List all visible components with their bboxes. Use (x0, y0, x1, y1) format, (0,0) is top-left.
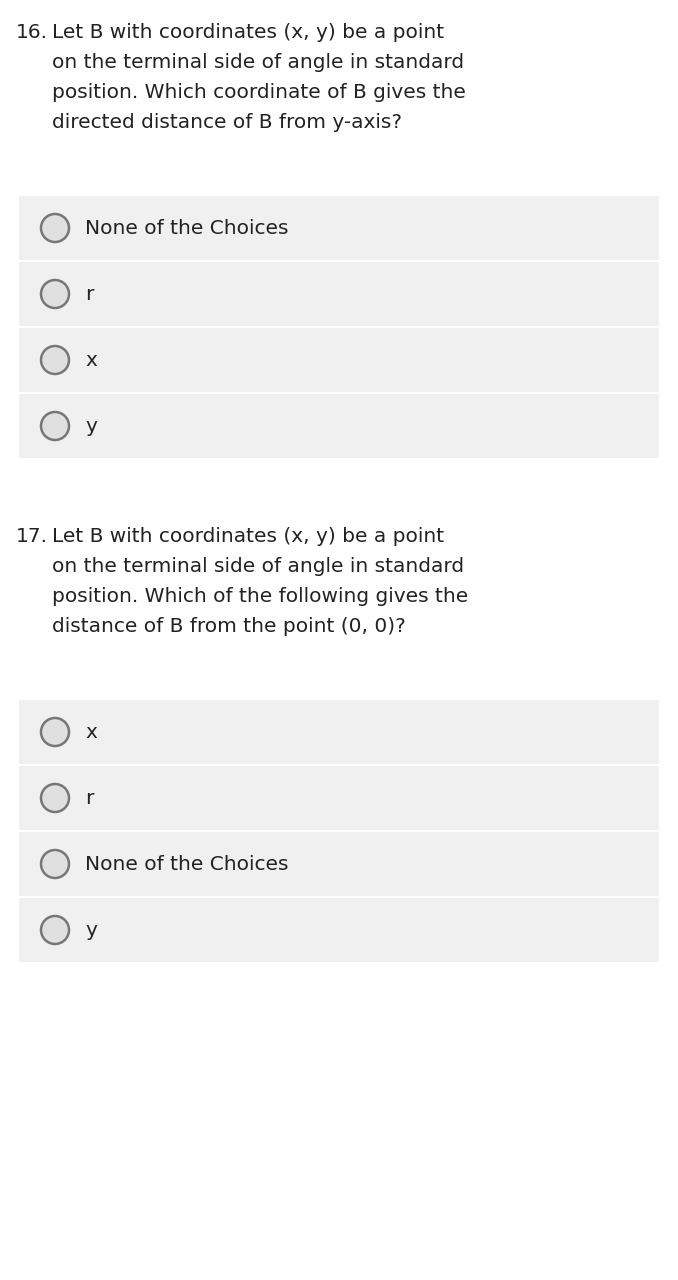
FancyBboxPatch shape (19, 196, 659, 260)
Circle shape (41, 718, 69, 746)
FancyBboxPatch shape (19, 394, 659, 458)
Circle shape (41, 412, 69, 440)
Text: distance of B from the point (0, 0)?: distance of B from the point (0, 0)? (52, 617, 405, 636)
Text: r: r (85, 284, 94, 303)
Text: on the terminal side of angle in standard: on the terminal side of angle in standar… (52, 558, 464, 576)
FancyBboxPatch shape (19, 700, 659, 764)
FancyBboxPatch shape (19, 899, 659, 963)
Text: x: x (85, 351, 97, 370)
Circle shape (41, 214, 69, 242)
FancyBboxPatch shape (19, 262, 659, 326)
Circle shape (41, 850, 69, 878)
Text: 17.: 17. (16, 527, 48, 547)
Text: None of the Choices: None of the Choices (85, 855, 289, 873)
FancyBboxPatch shape (19, 328, 659, 392)
Text: Let B with coordinates (x, y) be a point: Let B with coordinates (x, y) be a point (52, 527, 444, 547)
Circle shape (41, 346, 69, 374)
Text: Let B with coordinates (x, y) be a point: Let B with coordinates (x, y) be a point (52, 23, 444, 42)
FancyBboxPatch shape (19, 765, 659, 829)
Text: position. Which coordinate of B gives the: position. Which coordinate of B gives th… (52, 83, 466, 102)
Text: position. Which of the following gives the: position. Which of the following gives t… (52, 588, 468, 607)
FancyBboxPatch shape (19, 832, 659, 896)
Circle shape (41, 280, 69, 308)
Text: x: x (85, 722, 97, 741)
Text: 16.: 16. (16, 23, 48, 42)
Circle shape (41, 783, 69, 812)
Text: on the terminal side of angle in standard: on the terminal side of angle in standar… (52, 54, 464, 73)
Text: y: y (85, 416, 97, 435)
Circle shape (41, 916, 69, 945)
Text: None of the Choices: None of the Choices (85, 219, 289, 238)
Text: directed distance of B from y-axis?: directed distance of B from y-axis? (52, 114, 402, 133)
Text: y: y (85, 920, 97, 940)
Text: r: r (85, 788, 94, 808)
